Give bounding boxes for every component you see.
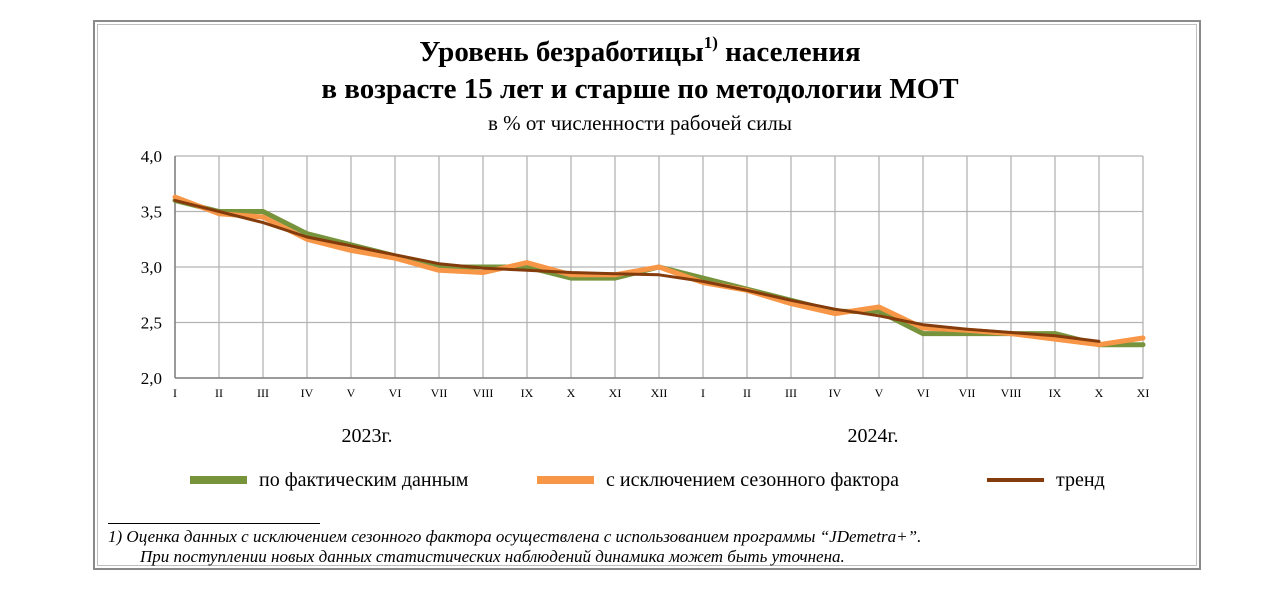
x-tick-label: I xyxy=(701,386,705,400)
year-label: 2023г. xyxy=(342,425,393,447)
chart-frame-inner xyxy=(97,24,1197,566)
x-tick-label: XI xyxy=(609,386,622,400)
x-tick-label: V xyxy=(347,386,356,400)
legend-swatch-seasonal xyxy=(537,476,594,484)
y-tick-label: 2,5 xyxy=(141,314,162,333)
legend-item-actual: по фактическим данным xyxy=(190,467,468,493)
x-tick-label: V xyxy=(875,386,884,400)
legend-label-trend: тренд xyxy=(1056,468,1105,491)
x-tick-label: X xyxy=(1095,386,1104,400)
y-tick-label: 2,0 xyxy=(141,369,162,388)
legend-swatch-trend xyxy=(987,478,1044,482)
x-tick-label: IX xyxy=(1049,386,1062,400)
chart-title-line2: в возрасте 15 лет и старше по методологи… xyxy=(321,73,959,105)
y-tick-label: 3,5 xyxy=(141,203,162,222)
y-tick-label: 3,0 xyxy=(141,258,162,277)
x-tick-label: II xyxy=(743,386,751,400)
legend-swatch-actual xyxy=(190,476,247,484)
series-line-trend xyxy=(173,198,1101,343)
footnote-line2: При поступлении новых данных статистичес… xyxy=(140,547,845,566)
footnote-line1: 1) Оценка данных с исключением сезонного… xyxy=(108,527,922,546)
x-tick-label: VII xyxy=(959,386,976,400)
x-tick-label: III xyxy=(785,386,797,400)
chart-title-text: Уровень безработицы xyxy=(419,36,704,68)
x-tick-label: VI xyxy=(389,386,402,400)
year-label: 2024г. xyxy=(848,425,899,447)
x-tick-label: III xyxy=(257,386,269,400)
footnote-rule xyxy=(108,523,320,524)
x-tick-label: VII xyxy=(431,386,448,400)
legend-label-actual: по фактическим данным xyxy=(259,468,469,491)
x-tick-label: VIII xyxy=(1001,386,1022,400)
legend-item-seasonal: с исключением сезонного фактора xyxy=(537,467,899,493)
x-tick-label: XII xyxy=(651,386,668,400)
x-tick-label: XI xyxy=(1137,386,1150,400)
y-tick-label: 4,0 xyxy=(141,147,162,166)
x-tick-label: X xyxy=(567,386,576,400)
x-tick-label: II xyxy=(215,386,223,400)
title-footnote-mark: 1) xyxy=(703,33,718,53)
x-tick-label: VIII xyxy=(473,386,494,400)
x-tick-label: IV xyxy=(301,386,314,400)
x-tick-label: IX xyxy=(521,386,534,400)
chart-subtitle: в % от численности рабочей силы xyxy=(488,111,792,135)
legend-label-seasonal: с исключением сезонного фактора xyxy=(606,468,899,491)
x-tick-label: IV xyxy=(829,386,842,400)
chart-title-line1: Уровень безработицы1) населения xyxy=(0,33,1280,69)
x-tick-label: VI xyxy=(917,386,930,400)
legend-item-trend: тренд xyxy=(987,467,1105,493)
chart-frame xyxy=(93,20,1201,570)
x-tick-label: I xyxy=(173,386,177,400)
chart-title-rest: населения xyxy=(725,36,861,68)
